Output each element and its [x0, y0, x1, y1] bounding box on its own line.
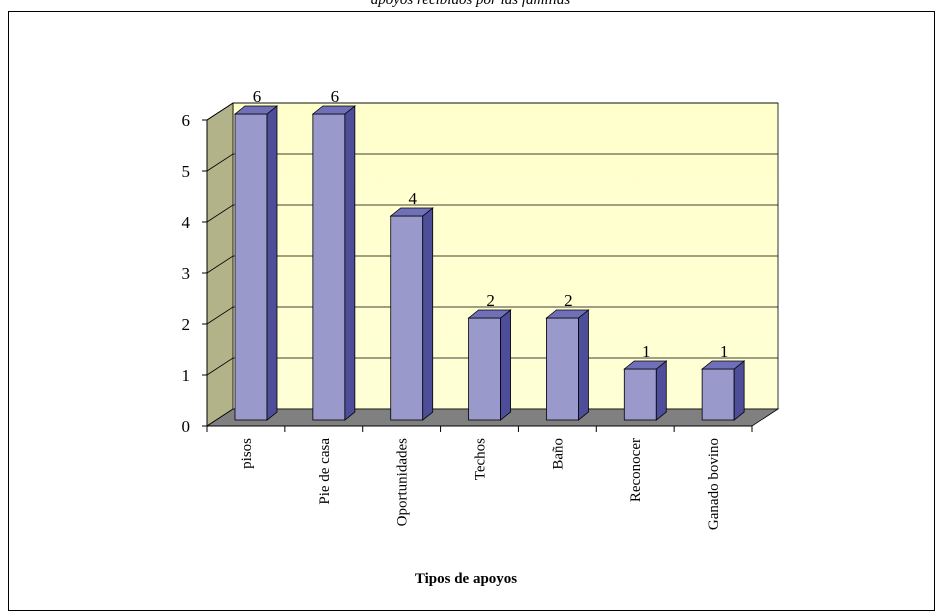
x-tick-label: pisos [239, 438, 255, 469]
x-tick-label: Techos [473, 438, 489, 480]
bar-top [389, 207, 434, 217]
bar-front [546, 317, 579, 421]
x-tick-label: Reconocer [628, 438, 644, 502]
bar-front [468, 317, 501, 421]
bar-top [545, 309, 590, 319]
bar-front [701, 368, 735, 421]
x-axis-title: Tipos de apoyos [415, 571, 517, 587]
bar-top [311, 105, 356, 115]
x-tick-label: Pie de casa [317, 438, 333, 505]
bar-top [623, 360, 668, 370]
gridline [206, 102, 778, 121]
y-tick-label: 5 [182, 162, 191, 181]
bar-side [344, 105, 356, 421]
y-tick-label: 3 [182, 264, 191, 283]
bar [467, 309, 512, 421]
figure-caption: apoyos recibidos por las familias [370, 0, 571, 8]
data-label: 1 [720, 342, 729, 361]
bar-side [266, 105, 278, 421]
data-label: 1 [642, 342, 651, 361]
bar [233, 105, 279, 421]
gridline [206, 153, 778, 172]
data-label: 4 [408, 189, 417, 208]
bar [311, 105, 356, 421]
bars [233, 105, 746, 421]
bar-front [623, 368, 657, 421]
gridlines [206, 102, 778, 376]
bar-side [422, 207, 434, 421]
bar [701, 360, 746, 421]
bar-top [233, 105, 279, 115]
data-label: 6 [331, 87, 340, 106]
x-tick-label: Oportunidades [395, 438, 411, 526]
y-tick-label: 2 [182, 315, 191, 334]
bar-side [500, 309, 511, 421]
x-tick-label: Ganado bovino [706, 438, 722, 530]
bar-side [655, 360, 667, 421]
y-tick-label: 6 [182, 111, 191, 130]
bar-side [733, 360, 745, 421]
bar-front [234, 113, 268, 421]
data-label: 2 [486, 291, 495, 310]
gridline [206, 255, 778, 274]
y-tick-labels: 0 1 2 3 4 5 6 [182, 111, 191, 436]
y-tick-label: 1 [182, 366, 191, 385]
bar [623, 360, 668, 421]
bar-top [467, 309, 512, 319]
y-tick-label: 0 [182, 417, 191, 436]
data-label: 2 [564, 291, 573, 310]
bar-side [578, 309, 589, 421]
bar-front [312, 113, 346, 421]
gridline [206, 306, 778, 325]
bar-top [701, 360, 746, 370]
bar [389, 207, 434, 421]
axes [202, 119, 753, 432]
bar [545, 309, 590, 421]
gridline [206, 357, 778, 376]
y-tick-label: 4 [182, 213, 191, 232]
data-labels: 6 6 4 2 2 1 1 [253, 87, 729, 361]
bar-front [390, 215, 424, 421]
x-tick-label: Baño [550, 438, 566, 470]
gridline [206, 204, 778, 223]
x-tick-labels: pisos Pie de casa Oportunidades Techos Baño R… [239, 438, 722, 530]
data-label: 6 [253, 87, 262, 106]
